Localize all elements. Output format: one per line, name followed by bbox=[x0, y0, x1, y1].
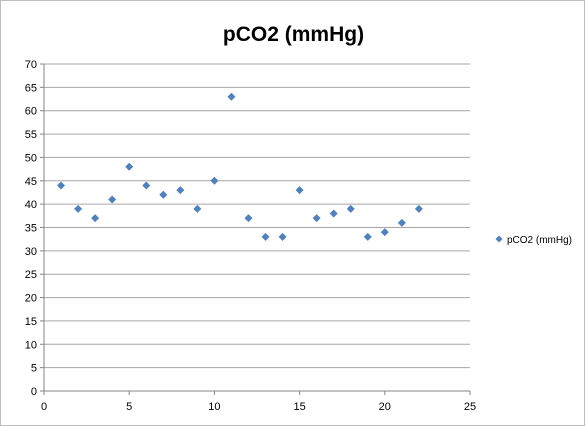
data-point bbox=[397, 218, 406, 227]
y-tick-label: 35 bbox=[25, 223, 37, 235]
chart-title: pCO2 (mmHg) bbox=[222, 23, 365, 46]
x-tick-label: 0 bbox=[41, 401, 47, 413]
data-point bbox=[227, 92, 236, 101]
x-tick-label: 5 bbox=[126, 401, 132, 413]
y-tick-label: 60 bbox=[25, 106, 37, 118]
y-tick-label: 20 bbox=[25, 293, 37, 305]
data-point bbox=[278, 232, 287, 241]
data-point bbox=[74, 204, 83, 213]
y-tick-label: 30 bbox=[25, 246, 37, 258]
data-point bbox=[312, 214, 321, 223]
data-point bbox=[57, 181, 66, 190]
data-point bbox=[380, 228, 389, 237]
data-point bbox=[108, 195, 117, 204]
y-tick-label: 45 bbox=[25, 176, 37, 188]
data-point bbox=[295, 186, 304, 195]
data-point bbox=[210, 176, 219, 185]
data-point bbox=[414, 204, 423, 213]
data-point bbox=[363, 232, 372, 241]
data-point bbox=[159, 190, 168, 199]
x-tick-label: 15 bbox=[293, 401, 305, 413]
y-tick-label: 70 bbox=[25, 59, 37, 71]
y-tick-label: 40 bbox=[25, 199, 37, 211]
legend-label: pCO2 (mmHg) bbox=[507, 235, 572, 246]
x-tick-label: 25 bbox=[464, 401, 476, 413]
y-tick-label: 15 bbox=[25, 316, 37, 328]
data-point bbox=[261, 232, 270, 241]
y-tick-label: 50 bbox=[25, 152, 37, 164]
data-point bbox=[244, 214, 253, 223]
data-point bbox=[193, 204, 202, 213]
y-tick-label: 10 bbox=[25, 339, 37, 351]
data-point bbox=[329, 209, 338, 218]
x-tick-label: 10 bbox=[208, 401, 220, 413]
data-point bbox=[91, 214, 100, 223]
data-point bbox=[176, 186, 185, 195]
data-point bbox=[346, 204, 355, 213]
x-tick-label: 20 bbox=[379, 401, 391, 413]
y-tick-label: 55 bbox=[25, 129, 37, 141]
data-point bbox=[142, 181, 151, 190]
legend-marker bbox=[495, 235, 503, 243]
y-tick-label: 25 bbox=[25, 269, 37, 281]
y-tick-label: 0 bbox=[31, 386, 37, 398]
data-point bbox=[125, 162, 134, 171]
y-tick-label: 5 bbox=[31, 363, 37, 375]
y-tick-label: 65 bbox=[25, 82, 37, 94]
